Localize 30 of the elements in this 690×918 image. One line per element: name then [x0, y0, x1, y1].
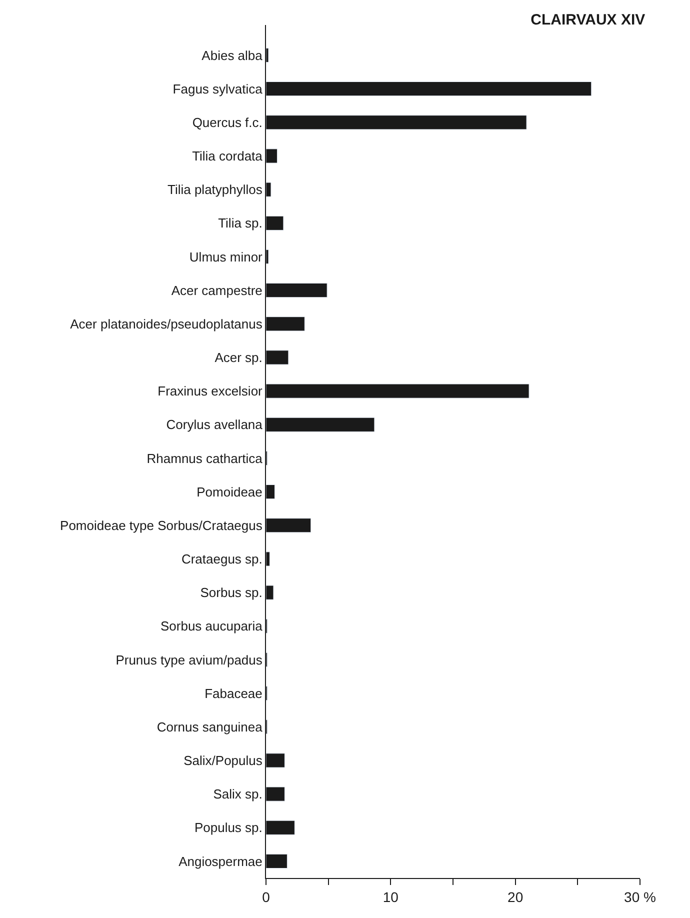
- x-tick-label: 0: [262, 888, 270, 905]
- y-tick-label: Crataegus sp.: [181, 552, 262, 567]
- y-tick-label: Ulmus minor: [189, 249, 264, 264]
- x-tick-label: 20: [508, 888, 524, 905]
- x-tick-label: 10: [382, 888, 399, 905]
- y-tick-label: Cornus sanguinea: [156, 719, 264, 734]
- y-tick-label: Populus sp.: [194, 820, 262, 836]
- y-tick-label: Pomoideae type Sorbus/Crataegus: [60, 518, 263, 533]
- y-tick-label: Fagus sylvatica: [172, 81, 264, 96]
- y-tick-label: Sorbus aucuparia: [160, 618, 264, 634]
- y-tick-label: Angiospermae: [178, 854, 262, 869]
- y-tick-label: Salix sp.: [213, 786, 262, 802]
- y-tick-label: Acer platanoides/pseudoplatanus: [70, 316, 263, 332]
- chart-title: CLAIRVAUX XIV: [530, 11, 646, 28]
- y-tick-label: Tilia platyphyllos: [167, 182, 263, 198]
- y-tick-label: Acer sp.: [214, 350, 262, 366]
- x-tick-label: 30 %: [624, 888, 656, 905]
- y-tick-label: Fraxinus excelsior: [158, 384, 264, 399]
- y-tick-label: Tilia cordata: [192, 148, 264, 164]
- y-tick-label: Rhamnus cathartica: [146, 450, 264, 466]
- y-tick-label: Tilia sp.: [218, 216, 262, 231]
- y-tick-label: Fabaceae: [204, 686, 262, 701]
- y-tick-label: Acer campestre: [171, 282, 262, 298]
- y-tick-label: Salix/Populus: [184, 753, 263, 768]
- y-tick-label: Pomoideae: [196, 484, 262, 500]
- y-tick-label: Quercus f.c.: [192, 114, 262, 130]
- y-tick-label: Abies alba: [202, 48, 264, 63]
- y-tick-label: Prunus type avium/padus: [116, 652, 263, 668]
- y-tick-label: Corylus avellana: [166, 417, 264, 432]
- y-tick-label: Sorbus sp.: [200, 585, 262, 600]
